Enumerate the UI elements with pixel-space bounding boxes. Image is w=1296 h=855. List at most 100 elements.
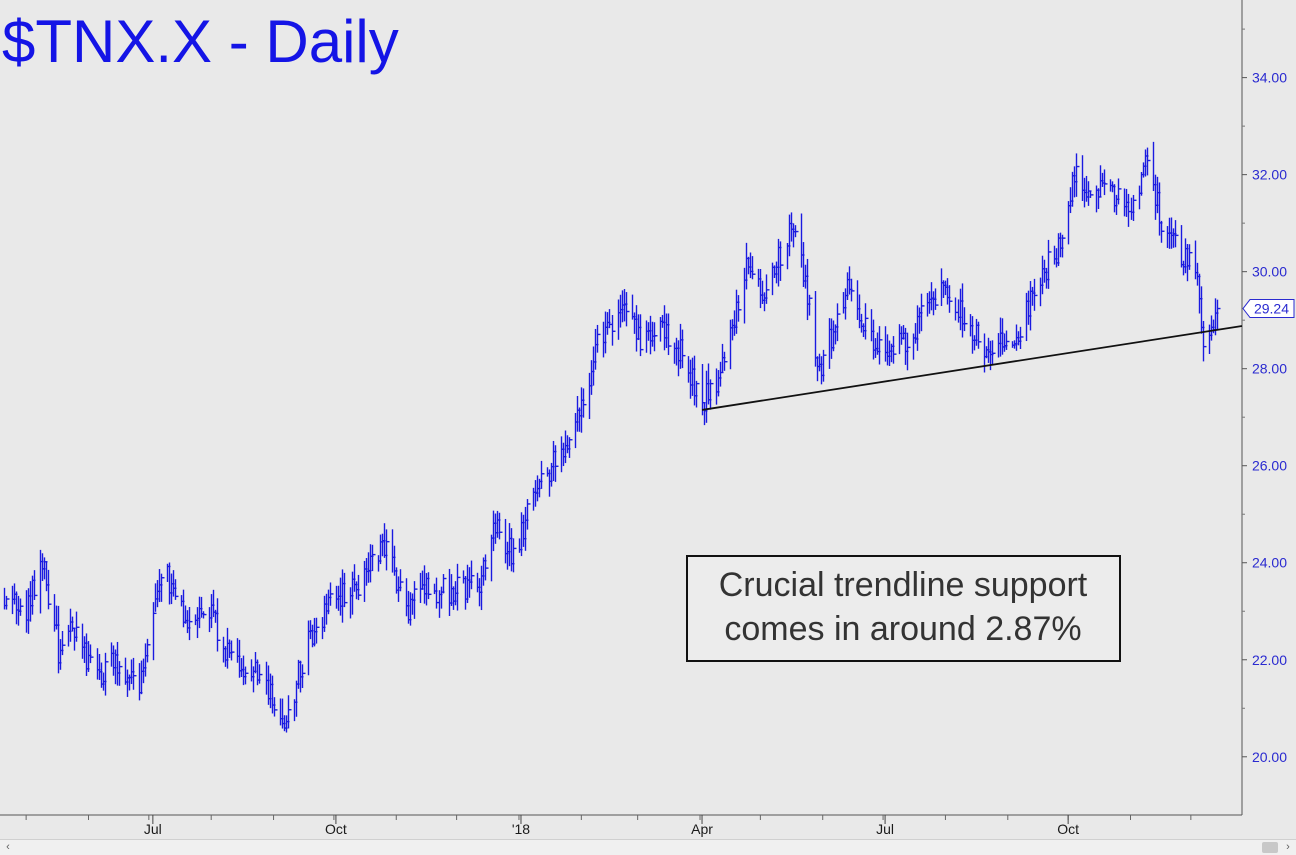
price-bar — [779, 241, 784, 281]
price-bar — [934, 288, 939, 310]
price-bar — [892, 336, 897, 364]
y-tick-label: 32.00 — [1252, 167, 1287, 183]
price-bar — [794, 225, 799, 238]
price-bar — [737, 295, 742, 322]
annotation-line-1: Crucial trendline support — [719, 566, 1088, 604]
price-bar — [456, 563, 461, 611]
price-bar — [751, 256, 756, 280]
price-bar — [33, 570, 38, 600]
price-bar — [202, 611, 207, 619]
scroll-thumb[interactable] — [1262, 842, 1278, 853]
price-bar — [963, 307, 968, 332]
price-bar — [709, 379, 714, 410]
axis-layer: 20.00 22.00 24.00 26.00 28.00 30.00 32.00 34.00… — [0, 0, 1287, 837]
price-bar — [399, 569, 404, 592]
price-bar — [258, 664, 263, 684]
price-bar — [920, 293, 925, 332]
x-tick-label: Jul — [144, 821, 162, 837]
price-bar — [357, 574, 362, 601]
chart-title: $TNX.X - Daily — [2, 8, 399, 75]
price-bar — [287, 695, 292, 729]
price-bar — [1089, 190, 1094, 198]
price-bar — [315, 617, 320, 644]
price-bar — [343, 572, 348, 608]
price-bar — [611, 314, 616, 346]
price-bar — [948, 285, 953, 313]
price-bar — [808, 294, 813, 316]
x-tick-label: Oct — [325, 821, 347, 837]
horizontal-scrollbar[interactable]: ‹ › — [0, 839, 1296, 855]
price-bar — [1019, 326, 1024, 349]
price-bar — [273, 697, 278, 717]
price-bar — [814, 291, 819, 367]
chevron-left-icon[interactable]: ‹ — [6, 841, 10, 853]
price-bar — [216, 598, 221, 652]
price-bar — [1160, 220, 1165, 243]
price-bar — [442, 574, 447, 594]
x-tick-label: '18 — [512, 821, 530, 837]
price-bar — [427, 572, 432, 600]
annotation-box: Crucial trendline support comes in aroun… — [686, 555, 1121, 662]
y-tick-label: 20.00 — [1252, 749, 1287, 765]
y-tick-label: 22.00 — [1252, 652, 1287, 668]
price-bar — [89, 644, 94, 664]
price-bar — [75, 611, 80, 642]
y-tick-label: 34.00 — [1252, 70, 1287, 86]
price-bar — [864, 303, 869, 340]
annotation-line-2: comes in around 2.87% — [724, 610, 1081, 648]
price-bar — [554, 445, 559, 482]
price-bar — [765, 274, 770, 304]
last-value-marker: 29.24 — [1242, 299, 1295, 319]
price-bar — [118, 661, 123, 686]
price-bar — [1216, 299, 1221, 330]
price-bar — [146, 638, 151, 663]
last-value-tag — [1242, 299, 1295, 319]
price-bar — [878, 326, 883, 365]
price-bar — [540, 460, 545, 489]
price-bar — [822, 349, 827, 382]
chevron-right-icon[interactable]: › — [1286, 841, 1290, 853]
price-bar — [413, 581, 418, 619]
price-bar — [991, 340, 996, 365]
price-bar — [1047, 239, 1052, 289]
price-bar — [695, 380, 700, 408]
price-bar — [152, 602, 157, 661]
price-bar — [512, 538, 517, 573]
y-tick-label: 30.00 — [1252, 264, 1287, 280]
annotation-frame — [686, 555, 1121, 662]
price-bar — [639, 314, 644, 357]
trendline-layer — [701, 325, 1243, 411]
x-tick-label: Oct — [1057, 821, 1079, 837]
price-bar — [160, 573, 165, 602]
price-bar — [132, 657, 137, 690]
price-bar — [5, 595, 10, 610]
price-bar — [625, 292, 630, 327]
support-trendline — [701, 325, 1243, 411]
price-bar — [1103, 169, 1108, 196]
price-bar — [470, 560, 475, 590]
price-bar — [1188, 244, 1193, 270]
price-bar — [498, 512, 503, 540]
price-bars — [3, 141, 1221, 733]
price-bar — [667, 313, 672, 356]
price-bar — [1146, 147, 1151, 176]
price-bar — [104, 652, 109, 696]
price-bar — [1061, 234, 1066, 258]
price-bar — [1174, 220, 1179, 248]
y-tick-label: 28.00 — [1252, 361, 1287, 377]
x-tick-label: Jul — [876, 821, 894, 837]
price-bar — [371, 544, 376, 572]
price-bar — [906, 332, 911, 371]
price-bar — [301, 664, 306, 689]
price-bar — [61, 630, 66, 656]
price-bar — [723, 351, 728, 371]
price-bar — [719, 361, 724, 387]
price-bar — [526, 499, 531, 530]
price-bar — [582, 388, 587, 418]
price-bar — [19, 598, 24, 616]
price-bar — [244, 666, 249, 685]
price-bar — [484, 554, 489, 581]
price-bar — [47, 569, 52, 610]
price-bar — [1117, 178, 1122, 205]
